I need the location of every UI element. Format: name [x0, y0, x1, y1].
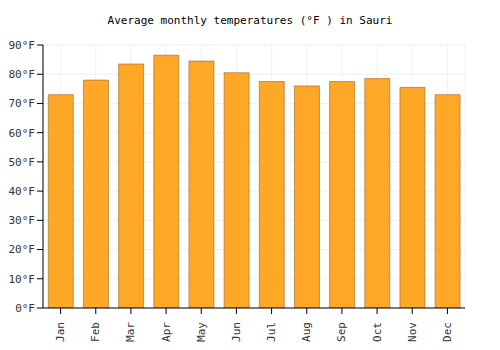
- html-text:Average monthly temperatures (: Average monthly temperatures (°F ) in Sa…: [107, 14, 393, 27]
- svg-text:10°F: 10°F: [9, 273, 36, 286]
- svg-text:Aug: Aug: [300, 322, 313, 342]
- svg-text:Feb: Feb: [89, 322, 102, 342]
- svg-text:60°F: 60°F: [9, 127, 36, 140]
- svg-text:Jul: Jul: [265, 322, 278, 342]
- svg-text:80°F: 80°F: [9, 68, 36, 81]
- svg-text:Oct: Oct: [371, 322, 384, 342]
- svg-text:90°F: 90°F: [9, 39, 36, 52]
- svg-text:Mar: Mar: [124, 322, 137, 342]
- svg-text:Apr: Apr: [160, 322, 173, 342]
- svg-text:40°F: 40°F: [9, 185, 36, 198]
- svg-text:May: May: [195, 322, 208, 342]
- svg-text:20°F: 20°F: [9, 243, 36, 256]
- svg-text:Sep: Sep: [335, 322, 348, 342]
- svg-text:30°F: 30°F: [9, 214, 36, 227]
- svg-text:50°F: 50°F: [9, 156, 36, 169]
- svg-text:70°F: 70°F: [9, 97, 36, 110]
- svg-text:Jan: Jan: [54, 322, 67, 342]
- svg-text:Jun: Jun: [230, 322, 243, 342]
- svg-text:Dec: Dec: [441, 322, 454, 342]
- svg-text:Nov: Nov: [406, 322, 419, 342]
- svg-text:0°F: 0°F: [15, 302, 35, 315]
